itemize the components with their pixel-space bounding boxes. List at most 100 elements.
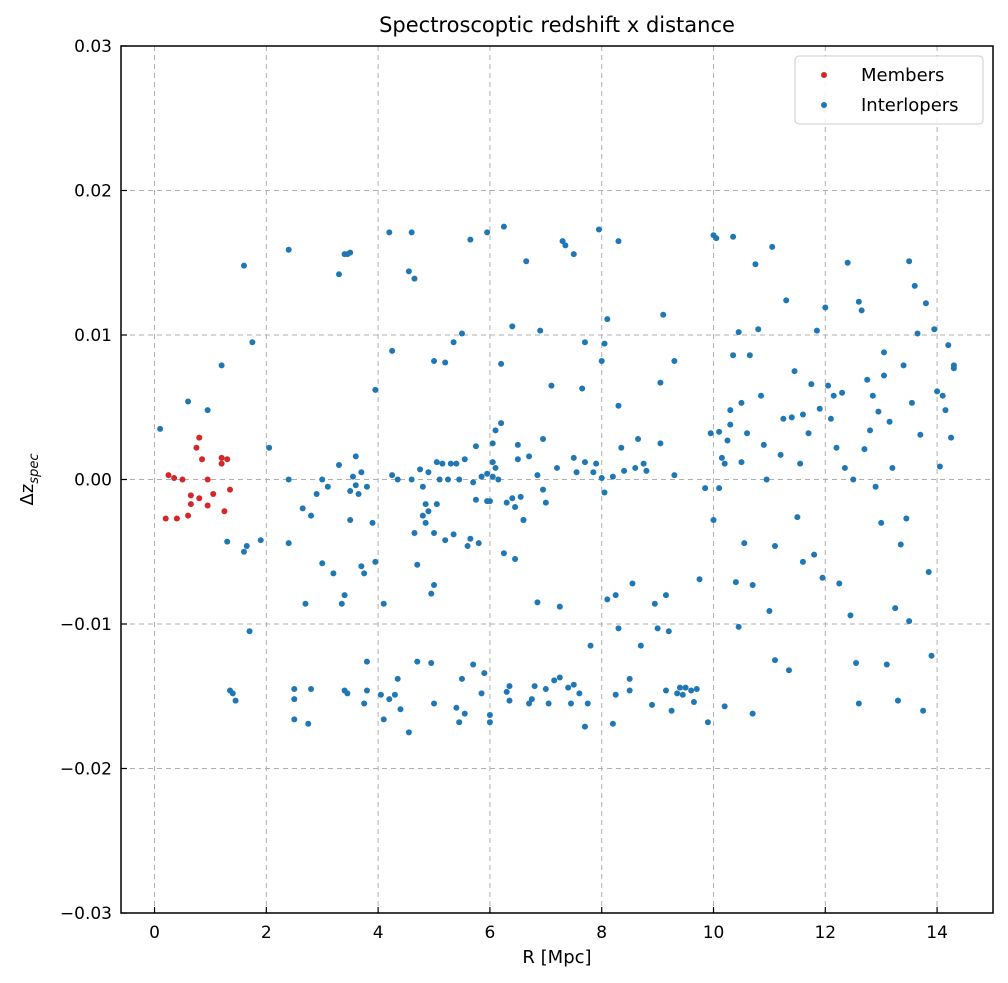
data-point — [187, 501, 194, 508]
data-point — [693, 686, 700, 693]
data-point — [939, 392, 946, 399]
data-point — [836, 580, 843, 587]
data-point — [484, 229, 491, 236]
data-point — [291, 696, 298, 703]
data-point — [227, 486, 233, 493]
data-point — [266, 444, 273, 451]
data-point — [791, 368, 798, 375]
data-point — [319, 560, 326, 567]
data-point — [514, 456, 521, 463]
data-point — [442, 537, 449, 544]
data-point — [313, 490, 320, 497]
data-point — [565, 684, 572, 691]
data-point — [498, 360, 505, 367]
data-point — [788, 414, 795, 421]
data-point — [336, 462, 342, 469]
data-point — [445, 476, 451, 483]
data-point — [489, 459, 496, 466]
data-point — [769, 243, 776, 250]
data-point — [486, 719, 493, 726]
data-point — [467, 236, 474, 243]
data-point — [389, 347, 396, 354]
data-point — [562, 242, 569, 249]
data-point — [391, 691, 398, 698]
data-point — [922, 300, 929, 307]
data-point — [470, 661, 477, 668]
data-point — [361, 700, 368, 707]
data-point — [785, 667, 792, 674]
data-point — [671, 358, 678, 365]
data-point — [218, 454, 225, 461]
data-point — [221, 508, 228, 515]
data-point — [344, 690, 351, 697]
data-point — [906, 258, 913, 265]
data-point — [246, 628, 253, 635]
data-point — [827, 415, 834, 422]
data-point — [763, 476, 770, 483]
data-point — [363, 483, 370, 490]
data-point — [727, 421, 734, 428]
data-point — [431, 581, 438, 588]
legend: Members Interlopers — [794, 55, 984, 125]
data-point — [199, 456, 206, 463]
data-point — [914, 330, 921, 337]
data-point — [735, 623, 742, 630]
x-tick-label: 14 — [926, 923, 948, 943]
data-point — [850, 476, 857, 483]
data-point — [581, 723, 588, 730]
data-point — [545, 700, 552, 707]
data-point — [604, 316, 611, 323]
data-point — [450, 531, 457, 538]
data-point — [196, 434, 203, 441]
data-point — [528, 696, 535, 703]
data-point — [746, 352, 753, 359]
data-point — [570, 251, 577, 258]
data-point — [875, 408, 882, 415]
data-point — [858, 307, 865, 314]
data-point — [744, 430, 751, 437]
y-tick-label: −0.03 — [60, 904, 112, 924]
data-point — [512, 503, 519, 510]
data-point — [716, 485, 723, 492]
data-point — [355, 490, 362, 497]
legend-label: Members — [861, 65, 944, 86]
data-point — [548, 382, 555, 389]
data-point — [162, 515, 169, 522]
data-point — [224, 538, 231, 545]
data-point — [341, 592, 348, 599]
series-interlopers — [157, 223, 957, 736]
data-point — [632, 464, 639, 471]
data-point — [710, 516, 717, 523]
y-axis-label-main: Δz — [17, 484, 38, 506]
data-point — [945, 342, 952, 349]
legend-marker — [821, 72, 827, 78]
data-point — [386, 229, 393, 236]
y-tick-label: 0.02 — [74, 182, 112, 202]
data-point — [489, 473, 496, 480]
data-point — [794, 514, 801, 521]
data-point — [721, 703, 728, 710]
data-point — [663, 687, 669, 694]
data-point — [598, 475, 605, 482]
data-point — [514, 441, 521, 448]
x-tick-label: 12 — [814, 923, 836, 943]
data-point — [506, 683, 513, 690]
data-point — [531, 683, 538, 690]
data-point — [204, 476, 211, 483]
data-point — [500, 550, 507, 557]
data-point — [442, 359, 449, 366]
data-point — [453, 704, 460, 711]
data-point — [584, 700, 591, 707]
data-point — [618, 444, 625, 451]
data-point — [702, 485, 709, 492]
data-point — [797, 460, 804, 467]
data-point — [934, 388, 941, 395]
data-point — [654, 625, 661, 632]
data-point — [772, 657, 778, 664]
data-point — [523, 258, 530, 265]
data-point — [671, 472, 678, 479]
data-point — [665, 628, 672, 635]
data-point — [950, 365, 957, 372]
y-tick-label: 0.00 — [74, 471, 112, 491]
data-point — [291, 686, 298, 693]
